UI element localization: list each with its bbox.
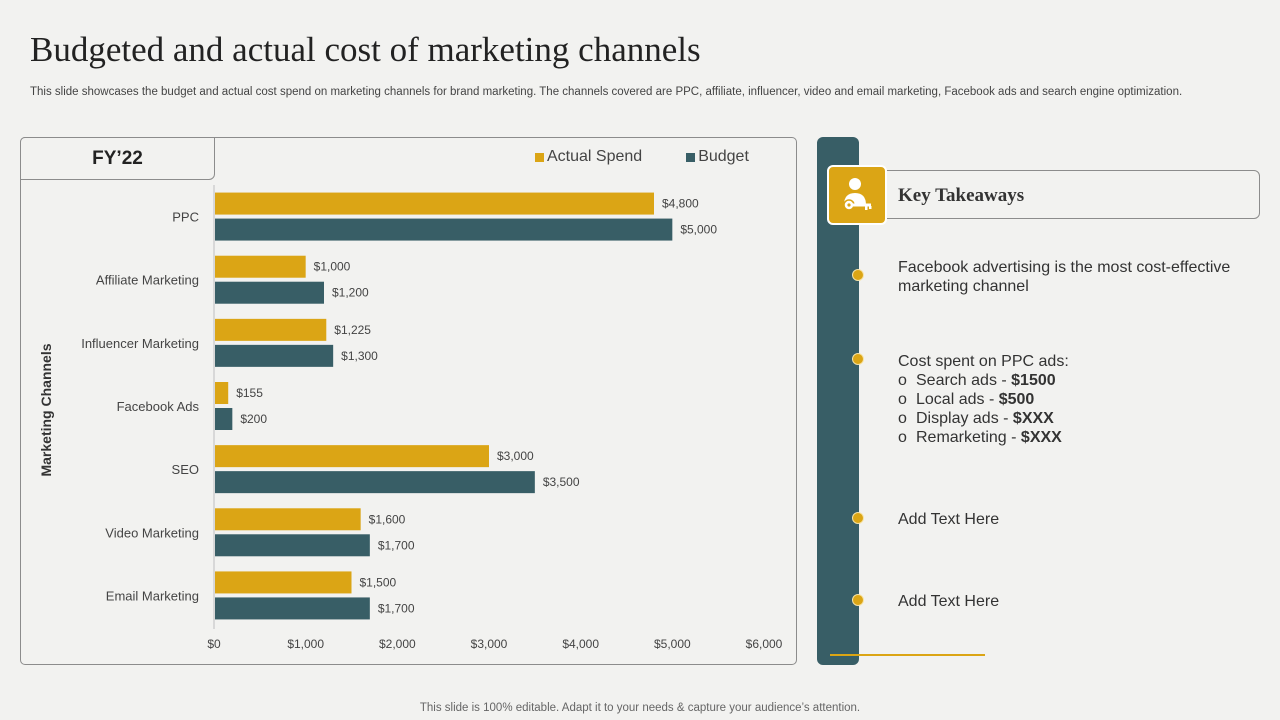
x-tick-label: $1,000 — [287, 637, 324, 651]
ppc-sub-value: $500 — [998, 391, 1035, 408]
ppc-sub-item: o Remarketing - $XXX — [898, 428, 1069, 447]
bar-budget — [215, 471, 535, 494]
ppc-sub-item: o Search ads - $1500 — [898, 371, 1069, 390]
person-key-icon — [827, 165, 887, 225]
bar-budget — [215, 597, 370, 620]
takeaway-text-4: Add Text Here — [898, 593, 1000, 610]
ppc-sub-label: Remarketing - — [916, 429, 1021, 446]
x-tick-label: $5,000 — [654, 637, 691, 651]
bar-budget — [215, 281, 324, 304]
takeaway-text-1: Facebook advertising is the most cost-ef… — [898, 259, 1231, 295]
x-tick-label: $6,000 — [746, 637, 783, 651]
accent-line — [830, 654, 985, 656]
x-tick-label: $0 — [207, 637, 221, 651]
bar-budget — [215, 218, 673, 241]
bar-budget — [215, 408, 233, 430]
category-label: Email Marketing — [106, 588, 199, 603]
category-label: Influencer Marketing — [81, 336, 199, 351]
ppc-sub-item: o Display ads - $XXX — [898, 409, 1069, 428]
ppc-sub-label: Search ads - — [916, 372, 1012, 389]
chart-legend: Actual Spend Budget — [535, 148, 793, 166]
data-label: $1,600 — [369, 512, 406, 526]
sub-bullet-marker: o — [898, 429, 907, 446]
category-label: SEO — [172, 462, 199, 477]
data-label: $1,700 — [378, 538, 415, 552]
ppc-sub-value: $XXX — [1020, 429, 1062, 446]
data-label: $1,200 — [332, 286, 369, 300]
data-label: $3,500 — [543, 475, 580, 489]
x-tick-label: $4,000 — [562, 637, 599, 651]
data-label: $155 — [236, 386, 263, 400]
takeaway-text-2: Cost spent on PPC ads: o Search ads - $15… — [898, 352, 1069, 447]
takeaway-2-heading: Cost spent on PPC ads: — [898, 353, 1069, 370]
takeaway-bullet-1 — [852, 269, 864, 281]
page-title: Budgeted and actual cost of marketing ch… — [30, 30, 701, 69]
category-label: Affiliate Marketing — [96, 273, 199, 288]
bar-actual — [215, 318, 327, 341]
data-label: $1,300 — [341, 349, 378, 363]
data-label: $1,225 — [334, 323, 371, 337]
ppc-sub-value: $1500 — [1011, 372, 1056, 389]
category-label: Video Marketing — [105, 525, 199, 540]
footer-note: This slide is 100% editable. Adapt it to… — [419, 702, 861, 714]
ppc-sub-label: Local ads - — [916, 391, 999, 408]
data-label: $3,000 — [497, 449, 534, 463]
legend-item-actual: Actual Spend — [535, 148, 642, 166]
ppc-sub-value: $XXX — [1012, 410, 1054, 427]
data-label: $4,800 — [662, 197, 699, 211]
bar-actual — [215, 382, 229, 404]
legend-label-actual: Actual Spend — [547, 148, 643, 165]
bar-actual — [215, 192, 654, 215]
bar-actual — [215, 445, 489, 468]
legend-swatch-budget — [686, 152, 696, 162]
ppc-sub-label: Display ads - — [916, 410, 1013, 427]
data-label: $200 — [240, 412, 267, 426]
takeaway-bullet-2 — [852, 353, 864, 365]
category-label: PPC — [172, 210, 199, 225]
bar-budget — [215, 344, 334, 367]
takeaway-bullet-3 — [852, 512, 864, 524]
data-label: $1,000 — [314, 260, 351, 274]
key-takeaways-heading: Key Takeaways — [898, 185, 1025, 206]
page-subtitle: This slide showcases the budget and actu… — [30, 86, 1183, 98]
data-label: $1,500 — [360, 575, 397, 589]
bar-budget — [215, 534, 370, 557]
bar-actual — [215, 255, 306, 278]
sub-bullet-marker: o — [898, 372, 907, 389]
legend-item-budget: Budget — [686, 148, 749, 166]
category-label: Facebook Ads — [117, 399, 200, 414]
sub-bullet-marker: o — [898, 391, 907, 408]
data-label: $1,700 — [378, 601, 415, 615]
bar-actual — [215, 571, 352, 594]
bar-actual — [215, 508, 361, 531]
takeaways-timeline-bar — [817, 137, 859, 665]
legend-swatch-actual — [535, 152, 544, 162]
x-tick-label: $3,000 — [471, 637, 508, 651]
sub-bullet-marker: o — [898, 410, 907, 427]
legend-label-budget: Budget — [698, 148, 749, 165]
data-label: $5,000 — [680, 223, 717, 237]
ppc-sub-item: o Local ads - $500 — [898, 390, 1069, 409]
x-tick-label: $2,000 — [379, 637, 416, 651]
fiscal-year-label: FY’22 — [20, 137, 215, 180]
takeaway-bullet-4 — [852, 594, 864, 606]
takeaway-text-3: Add Text Here — [898, 511, 1000, 528]
